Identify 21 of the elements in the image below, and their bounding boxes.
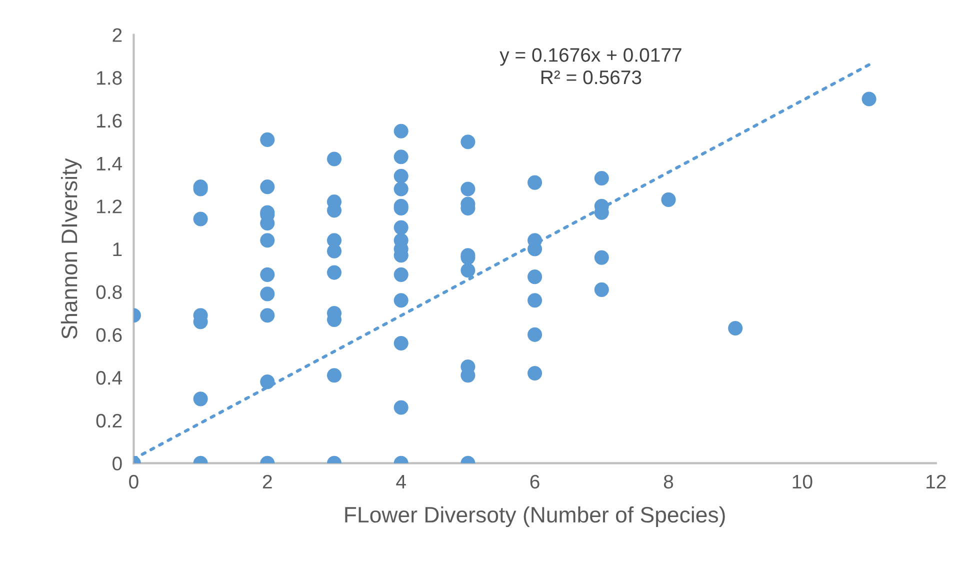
x-tick-label: 2 (262, 474, 272, 488)
y-tick-label: 0.6 (96, 328, 122, 342)
x-tick-label: 12 (926, 474, 946, 488)
x-tick-label: 0 (129, 474, 138, 489)
y-tick-label: 2 (112, 28, 122, 42)
y-tick-label: 1.8 (97, 71, 122, 85)
y-tick-label: 1.6 (97, 114, 122, 128)
annotation: y = 0.1676x + 0.0177 R² = 0.5673 (500, 48, 682, 84)
y-tick-label: 1 (113, 242, 122, 256)
y-axis-title: Shannon DIversity (60, 158, 82, 339)
y-tick-label: 0.4 (96, 370, 122, 385)
x-tick-label: 8 (664, 474, 674, 489)
y-tick-label: 1.4 (97, 156, 122, 170)
y-tick-label: 1.2 (97, 200, 122, 214)
y-tick-label: 0.8 (96, 285, 122, 300)
x-axis-title: FLower Diversoty (Number of Species) (345, 506, 725, 528)
y-tick-label: 0.2 (96, 414, 122, 428)
x-tick-label: 6 (530, 474, 540, 489)
x-tick-label: 10 (792, 474, 812, 489)
x-tick-label: 4 (396, 475, 406, 488)
y-tick-label: 0 (112, 456, 122, 470)
